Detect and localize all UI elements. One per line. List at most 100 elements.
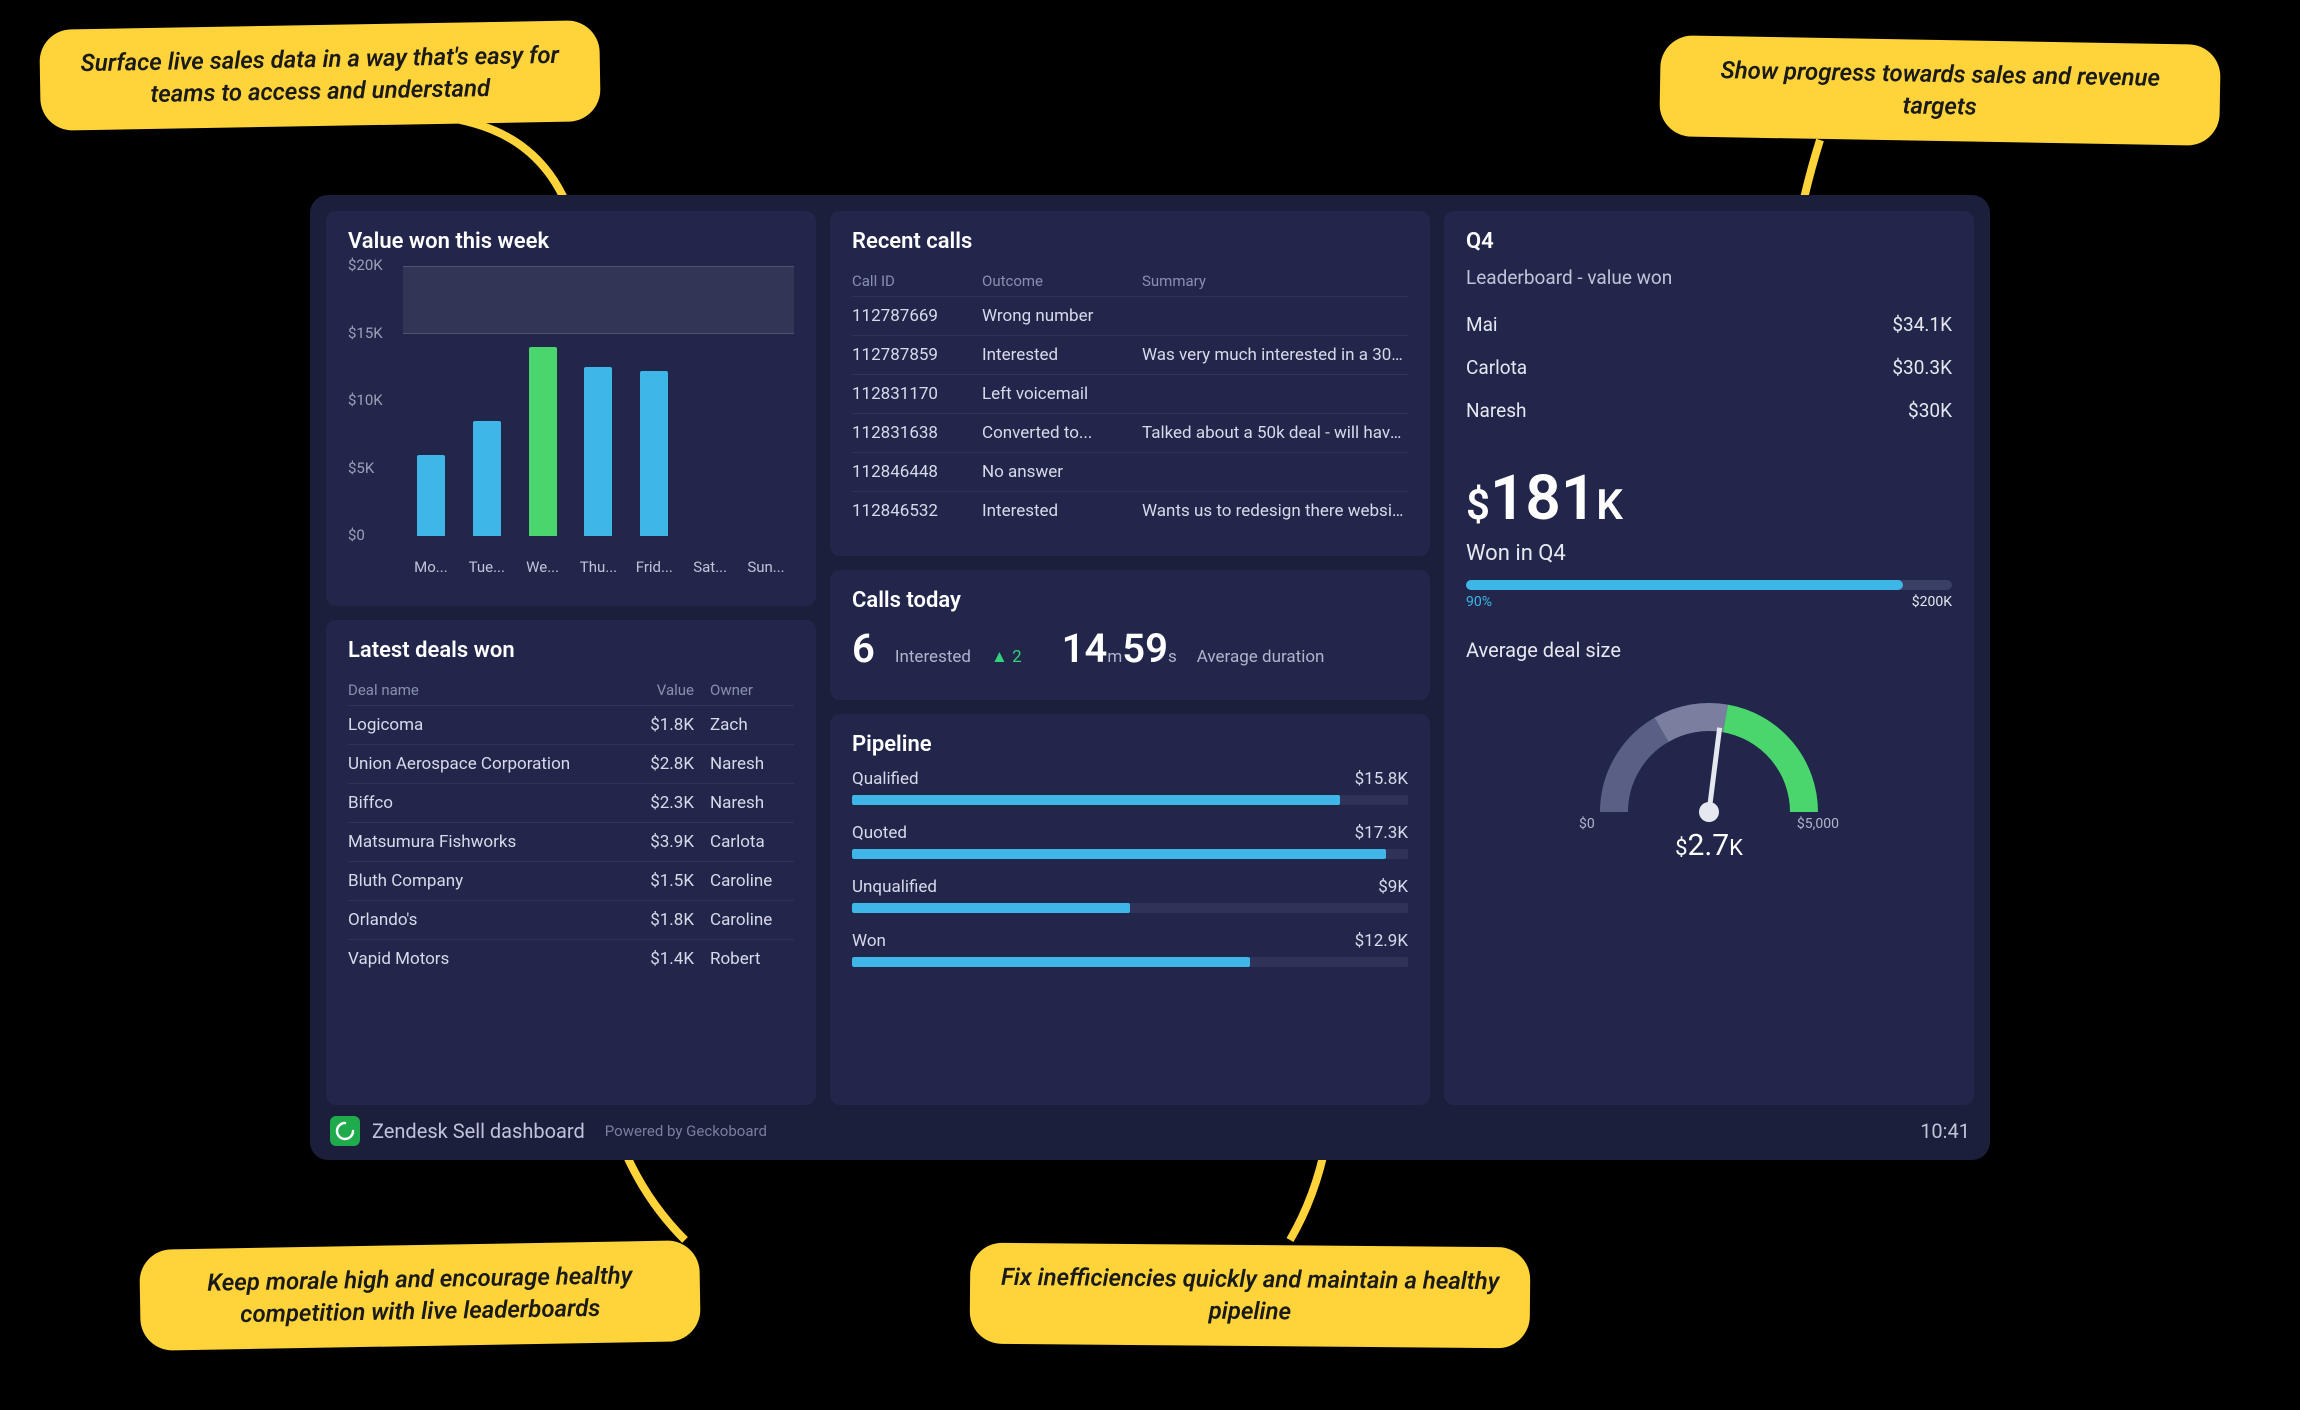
x-tick: Frid... (634, 558, 674, 576)
deal-name: Biffco (348, 793, 614, 813)
progress-target: $200K (1912, 594, 1952, 610)
card-pipeline: Pipeline Qualified $15.8K Quoted$17.3K Unqu… (830, 714, 1430, 1105)
deal-value: $2.3K (614, 793, 694, 813)
deal-value: $2.8K (614, 754, 694, 774)
x-tick: Mo... (411, 558, 451, 576)
duration-label: Average duration (1197, 647, 1325, 667)
leaderboard-title: Leaderboard - value won (1466, 266, 1952, 289)
table-row[interactable]: Orlando's$1.8KCaroline (348, 901, 794, 940)
deal-owner: Naresh (694, 793, 794, 813)
calls-count-label: Interested (895, 647, 971, 667)
duration-sec: 59 (1122, 625, 1168, 672)
y-tick: $15K (348, 324, 383, 342)
x-tick: Thu... (578, 558, 618, 576)
x-tick: Sat... (690, 558, 730, 576)
bar (584, 367, 612, 536)
lb-name: Naresh (1466, 399, 1527, 422)
table-row[interactable]: Biffco$2.3KNaresh (348, 784, 794, 823)
call-outcome: Wrong number (982, 306, 1142, 326)
pipeline-row: Qualified $15.8K (852, 769, 1408, 805)
column-middle: Recent calls Call IDOutcomeSummary112787… (830, 211, 1430, 1105)
deal-name: Matsumura Fishworks (348, 832, 614, 852)
pipeline-rows: Qualified $15.8K Quoted$17.3K Unqualified $9… (852, 769, 1408, 967)
card-title: Calls today (852, 588, 1408, 613)
call-summary (1142, 306, 1408, 326)
deal-owner: Robert (694, 949, 794, 969)
table-row[interactable]: Union Aerospace Corporation$2.8KNaresh (348, 745, 794, 784)
deal-value: $1.4K (614, 949, 694, 969)
deal-owner: Caroline (694, 871, 794, 891)
leaderboard-row: Naresh $30K (1466, 389, 1952, 432)
deal-value: $1.8K (614, 910, 694, 930)
card-recent-calls: Recent calls Call IDOutcomeSummary112787… (830, 211, 1430, 556)
pipeline-label: Unqualified (852, 877, 937, 897)
pipeline-row: Quoted$17.3K (852, 823, 1408, 859)
lb-value: $30K (1908, 399, 1952, 422)
call-summary: Talked about a 50k deal - will have l... (1142, 423, 1408, 443)
pipeline-row: Won $12.9K (852, 931, 1408, 967)
pipeline-label: Qualified (852, 769, 919, 789)
pipeline-value: $15.8K (1355, 769, 1408, 789)
deal-owner: Carlota (694, 832, 794, 852)
duration-min: 14 (1062, 625, 1108, 672)
call-summary (1142, 462, 1408, 482)
pipeline-label: Quoted (852, 823, 907, 843)
col-header: Deal name (348, 681, 614, 699)
gauge-value: $2.7K (1466, 828, 1952, 863)
col-header: Owner (694, 681, 794, 699)
call-outcome: Converted to... (982, 423, 1142, 443)
lb-name: Mai (1466, 313, 1498, 336)
table-row[interactable]: Logicoma$1.8KZach (348, 706, 794, 745)
call-id: 112831638 (852, 423, 982, 443)
calls-table: Call IDOutcomeSummary112787669Wrong numb… (852, 266, 1408, 530)
table-row[interactable]: 112787669Wrong number (852, 297, 1408, 336)
annotation-bottom-right: Fix inefficiencies quickly and maintain … (970, 1243, 1531, 1349)
logo-icon (330, 1116, 360, 1146)
call-id: 112846448 (852, 462, 982, 482)
card-title: Q4 (1466, 229, 1952, 254)
pipeline-row: Unqualified $9K (852, 877, 1408, 913)
lb-value: $34.1K (1892, 313, 1952, 336)
card-title: Latest deals won (348, 638, 794, 663)
call-id: 112787669 (852, 306, 982, 326)
card-value-won: Value won this week $0$5K$10K$15K$20KMo.… (326, 211, 816, 606)
table-row[interactable]: Matsumura Fishworks$3.9KCarlota (348, 823, 794, 862)
progress-bar (1466, 580, 1952, 590)
q4-big-value: $181K (1466, 462, 1952, 535)
deal-name: Vapid Motors (348, 949, 614, 969)
dashboard-footer: Zendesk Sell dashboard Powered by Geckob… (330, 1116, 1970, 1146)
y-tick: $20K (348, 256, 383, 274)
bar (529, 347, 557, 536)
bar (417, 455, 445, 536)
pipeline-label: Won (852, 931, 886, 951)
calls-delta: ▲ 2 (991, 647, 1022, 667)
table-row[interactable]: Bluth Company$1.5KCaroline (348, 862, 794, 901)
x-tick: Tue... (467, 558, 507, 576)
col-header: Outcome (982, 272, 1142, 290)
pipeline-value: $9K (1378, 877, 1408, 897)
gauge-min: $0 (1579, 816, 1595, 832)
pipeline-value: $12.9K (1355, 931, 1408, 951)
x-tick: We... (523, 558, 563, 576)
table-row[interactable]: 112787859InterestedWas very much interes… (852, 336, 1408, 375)
gauge-title: Average deal size (1466, 638, 1952, 662)
clock: 10:41 (1920, 1119, 1970, 1143)
progress-labels: 90% $200K (1466, 594, 1952, 610)
col-header: Summary (1142, 272, 1408, 290)
calls-today-metrics: 6 Interested ▲ 2 14m59s Average duration (852, 625, 1408, 672)
leaderboard-row: Carlota$30.3K (1466, 346, 1952, 389)
table-row[interactable]: Vapid Motors$1.4KRobert (348, 940, 794, 978)
table-row[interactable]: 112831638Converted to...Talked about a 5… (852, 414, 1408, 453)
call-outcome: No answer (982, 462, 1142, 482)
bar (473, 421, 501, 536)
table-row[interactable]: 112831170Left voicemail (852, 375, 1408, 414)
table-row[interactable]: 112846448No answer (852, 453, 1408, 492)
y-tick: $5K (348, 459, 374, 477)
calls-count: 6 (852, 625, 875, 672)
call-id: 112787859 (852, 345, 982, 365)
annotation-top-left: Surface live sales data in a way that's … (39, 20, 601, 131)
table-row[interactable]: 112846532InterestedWants us to redesign … (852, 492, 1408, 530)
q4-big-label: Won in Q4 (1466, 541, 1952, 566)
card-title: Pipeline (852, 732, 1408, 757)
call-id: 112846532 (852, 501, 982, 521)
